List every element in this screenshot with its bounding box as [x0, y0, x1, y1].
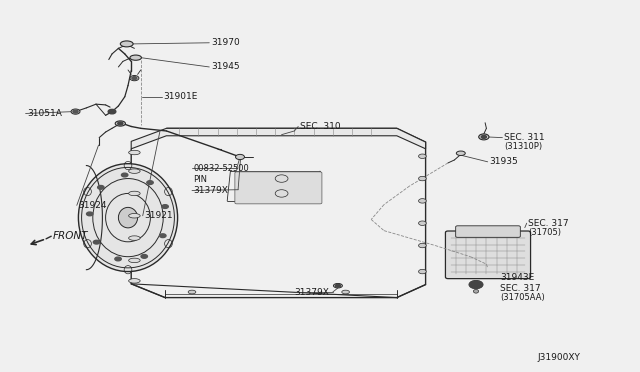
Circle shape [147, 181, 153, 185]
Polygon shape [131, 128, 426, 149]
Text: 31945: 31945 [211, 62, 240, 71]
Text: SEC. 317: SEC. 317 [500, 284, 541, 293]
Circle shape [98, 186, 104, 189]
Circle shape [118, 122, 123, 125]
Ellipse shape [129, 169, 140, 173]
Text: (31310P): (31310P) [504, 142, 543, 151]
Circle shape [132, 77, 137, 80]
Text: 31970: 31970 [211, 38, 240, 47]
Ellipse shape [129, 214, 140, 218]
Ellipse shape [129, 279, 140, 283]
Ellipse shape [419, 243, 426, 248]
Ellipse shape [333, 283, 342, 288]
Circle shape [159, 234, 166, 238]
Text: (31705): (31705) [528, 228, 561, 237]
Text: 31943E: 31943E [500, 273, 535, 282]
Text: FRONT: FRONT [52, 231, 88, 241]
Circle shape [141, 254, 147, 258]
Ellipse shape [188, 290, 196, 294]
Ellipse shape [342, 290, 349, 294]
Text: PIN: PIN [193, 175, 207, 184]
Circle shape [470, 281, 483, 288]
Ellipse shape [118, 208, 138, 228]
Ellipse shape [129, 258, 140, 263]
Circle shape [93, 240, 100, 244]
Ellipse shape [419, 176, 426, 181]
Circle shape [108, 109, 116, 114]
Circle shape [162, 205, 168, 208]
Ellipse shape [419, 221, 426, 225]
Text: SEC. 311: SEC. 311 [504, 133, 545, 142]
Ellipse shape [115, 121, 125, 126]
Circle shape [122, 173, 128, 177]
Text: (31705AA): (31705AA) [500, 293, 545, 302]
Text: SEC. 317: SEC. 317 [528, 219, 568, 228]
Text: 31379X: 31379X [193, 186, 228, 195]
Ellipse shape [474, 289, 479, 293]
Ellipse shape [129, 150, 140, 155]
FancyBboxPatch shape [456, 226, 520, 237]
Ellipse shape [479, 134, 489, 140]
Text: 31379X: 31379X [294, 288, 329, 296]
FancyBboxPatch shape [445, 231, 531, 279]
Text: 00832-52500: 00832-52500 [193, 164, 249, 173]
Ellipse shape [419, 269, 426, 274]
Text: J31900XY: J31900XY [538, 353, 580, 362]
Ellipse shape [71, 109, 80, 114]
Ellipse shape [120, 41, 133, 47]
Ellipse shape [130, 55, 141, 60]
Ellipse shape [419, 199, 426, 203]
Text: SEC. 310: SEC. 310 [300, 122, 340, 131]
Circle shape [73, 110, 78, 113]
Text: 31051A: 31051A [27, 109, 61, 118]
FancyBboxPatch shape [235, 172, 322, 204]
Text: 31924: 31924 [78, 201, 107, 210]
Circle shape [481, 135, 486, 138]
Ellipse shape [129, 236, 140, 240]
Ellipse shape [419, 154, 426, 158]
Circle shape [115, 257, 121, 261]
Text: 31935: 31935 [489, 157, 518, 166]
Text: 31921: 31921 [144, 211, 173, 220]
Ellipse shape [79, 164, 178, 272]
Ellipse shape [456, 151, 465, 155]
Text: 31901E: 31901E [163, 92, 198, 101]
Ellipse shape [129, 191, 140, 196]
Ellipse shape [236, 154, 244, 160]
Circle shape [86, 212, 93, 216]
Circle shape [335, 284, 340, 287]
